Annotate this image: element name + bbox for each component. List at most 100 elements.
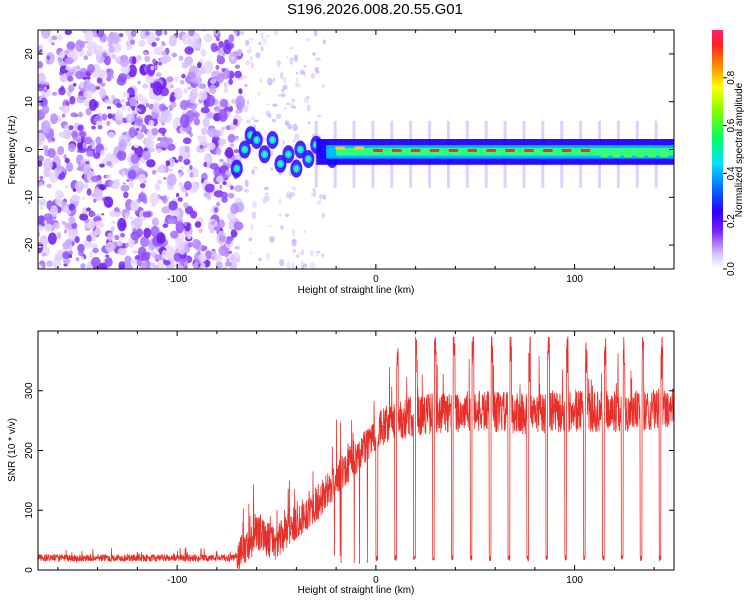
heatmap-cell	[122, 182, 126, 185]
heatmap-cell	[306, 157, 311, 162]
heatmap-peak	[580, 149, 591, 153]
y-tick-label: 200	[24, 442, 35, 459]
heatmap-cell	[228, 34, 235, 43]
heatmap-cell	[150, 65, 155, 71]
heatmap-cell	[117, 247, 127, 256]
heatmap-cell	[182, 137, 192, 145]
heatmap-cell	[118, 33, 124, 38]
heatmap-cell	[209, 229, 214, 234]
heatmap-cell	[198, 90, 208, 101]
heatmap-cell	[38, 72, 47, 86]
heatmap-cell	[174, 76, 179, 82]
heatmap-cell	[270, 137, 275, 142]
heatmap-cell	[100, 82, 106, 87]
heatmap-cell	[203, 245, 208, 250]
heatmap-cell	[91, 145, 96, 150]
heatmap-cell	[122, 92, 130, 98]
heatmap-cell	[284, 213, 290, 218]
heatmap-cell	[103, 146, 109, 152]
heatmap-cell	[65, 101, 70, 106]
heatmap-cell	[227, 133, 236, 143]
heatmap-cell	[83, 136, 93, 145]
heatmap-cell	[278, 161, 283, 166]
heatmap-cell	[184, 192, 189, 197]
heatmap-cell	[76, 149, 81, 153]
heatmap-cell	[105, 254, 110, 258]
heatmap-cell	[99, 88, 107, 99]
heatmap-cell	[81, 256, 85, 260]
heatmap-cell	[261, 31, 264, 39]
x-tick-label: 100	[566, 575, 583, 586]
heatmap-cell	[158, 127, 167, 134]
heatmap-cell	[218, 109, 228, 123]
heatmap-cell	[236, 137, 239, 143]
heatmap-cell	[187, 242, 193, 248]
heatmap-cell	[107, 113, 113, 120]
heatmap-cell	[197, 61, 202, 69]
heatmap-cell	[238, 48, 242, 53]
heatmap-cell	[124, 242, 129, 248]
heatmap-cell	[219, 98, 229, 108]
heatmap-cell	[246, 99, 250, 106]
heatmap-cell	[212, 45, 220, 51]
heatmap-peak	[600, 154, 609, 158]
heatmap-cell	[106, 106, 111, 110]
heatmap-cell	[95, 86, 101, 90]
heatmap-cell	[287, 123, 292, 130]
heatmap-cell	[234, 166, 239, 171]
heatmap-cell	[57, 34, 63, 41]
heatmap-cell	[135, 128, 140, 132]
heatmap-cell	[125, 140, 132, 147]
heatmap-cell	[203, 60, 214, 74]
heatmap-cell	[63, 258, 71, 265]
heatmap-cell	[47, 139, 52, 143]
heatmap-cell	[90, 175, 100, 183]
heatmap-cell	[246, 50, 250, 53]
heatmap-cell	[121, 104, 126, 111]
heatmap-cell	[106, 68, 114, 78]
heatmap-cell	[107, 131, 116, 139]
heatmap-cell	[121, 99, 125, 103]
heatmap-cell	[64, 157, 70, 164]
heatmap-cell	[151, 217, 160, 227]
heatmap-cell	[139, 183, 146, 189]
heatmap-cell	[233, 30, 239, 33]
heatmap-cell	[233, 149, 240, 154]
heatmap-cell	[108, 45, 115, 54]
heatmap-cell	[225, 146, 234, 159]
heatmap-cell	[222, 265, 227, 269]
heatmap-cell	[83, 40, 89, 44]
heatmap-cell	[236, 102, 243, 110]
heatmap-cell	[286, 261, 292, 269]
heatmap-cell	[192, 76, 203, 85]
heatmap-cell	[306, 95, 310, 99]
heatmap-cell	[150, 225, 160, 238]
heatmap-cell	[98, 184, 107, 191]
heatmap-cell	[114, 234, 120, 241]
heatmap-peak	[448, 149, 459, 153]
heatmap-cell	[85, 94, 89, 98]
heatmap-cell	[78, 40, 86, 49]
heatmap-cell	[71, 130, 79, 138]
heatmap-cell	[162, 223, 169, 229]
heatmap-cell	[159, 103, 167, 112]
heatmap-cell	[59, 73, 68, 83]
heatmap-cell	[134, 144, 139, 149]
heatmap-cell	[87, 63, 96, 74]
heatmap-cell	[192, 38, 202, 51]
heatmap-cell	[138, 39, 146, 48]
heatmap-cell	[77, 124, 84, 131]
heatmap-cell	[161, 206, 171, 214]
heatmap-cell	[250, 116, 256, 121]
heatmap-cell	[309, 261, 316, 269]
heatmap-cell	[229, 143, 235, 147]
heatmap-cell	[280, 93, 286, 98]
heatmap-cell	[68, 84, 75, 92]
heatmap-cell	[285, 194, 291, 198]
heatmap-peak	[335, 146, 346, 150]
heatmap-cell	[290, 192, 296, 197]
heatmap-cell	[221, 126, 226, 130]
y-tick-label: -10	[24, 190, 35, 205]
heatmap-cell	[201, 127, 208, 136]
heatmap-cell	[221, 68, 226, 72]
